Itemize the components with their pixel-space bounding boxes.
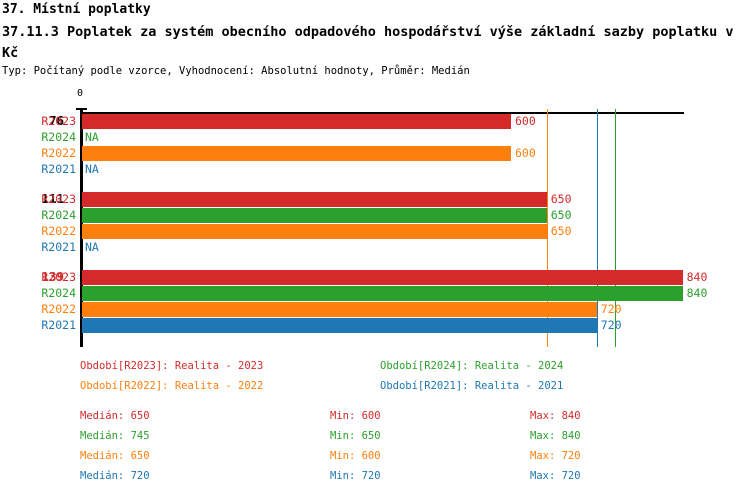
bar-value-label: 600 (515, 114, 536, 128)
chart-row[interactable]: R2021 NA (0, 161, 750, 177)
legend-item[interactable]: Období[R2022]: Realita - 2022 (80, 380, 264, 392)
stat-min-r2024: Min: 650 (330, 430, 381, 442)
chart-row[interactable]: R2021 720 (0, 317, 750, 333)
bar-r2023[interactable] (82, 192, 547, 207)
section-title: 37. Místní poplatky (2, 2, 151, 17)
chart-row[interactable]: R2023 840 (0, 269, 750, 285)
group-label-139: 139 (41, 269, 64, 284)
row-label-r2023: R2023 (41, 192, 76, 206)
bar-r2021[interactable] (82, 318, 597, 333)
reference-line-R2021-median (596, 109, 599, 347)
bar-r2023[interactable] (82, 270, 683, 285)
bar-r2022[interactable] (82, 146, 511, 161)
row-label-r2021: R2021 (41, 240, 76, 254)
row-label-r2022: R2022 (41, 302, 76, 316)
bar-chart: 0 76 R2023 600 R2024 NA R2022 600 R2021 NA 111 R20… (0, 88, 750, 358)
reference-line-R2022-median (546, 109, 549, 347)
group-label-111: 111 (41, 191, 64, 206)
legend-item[interactable]: Období[R2024]: Realita - 2024 (380, 360, 564, 372)
reference-line-R2024-median (614, 109, 617, 347)
chart-row[interactable]: R2022 720 (0, 301, 750, 317)
bar-value-label: 600 (515, 146, 536, 160)
stat-min-r2021: Min: 720 (330, 470, 381, 482)
bar-value-na: NA (85, 240, 99, 254)
chart-row[interactable]: R2023 600 (0, 113, 750, 129)
row-label-r2024: R2024 (41, 286, 76, 300)
row-label-r2024: R2024 (41, 130, 76, 144)
chart-top-rule (80, 112, 684, 114)
bar-r2024[interactable] (82, 286, 683, 301)
bar-r2023[interactable] (82, 114, 511, 129)
bar-value-label: 650 (550, 224, 572, 238)
chart-row[interactable]: R2022 650 (0, 223, 750, 239)
chart-row[interactable]: R2022 600 (0, 145, 750, 161)
row-label-r2021: R2021 (41, 162, 76, 176)
chart-row[interactable]: R2024 NA (0, 129, 750, 145)
chart-row[interactable]: R2024 650 (0, 207, 750, 223)
stat-max-r2023: Max: 840 (530, 410, 581, 422)
stat-max-r2022: Max: 720 (530, 450, 581, 462)
bar-r2022[interactable] (82, 302, 597, 317)
bar-value-label: 720 (600, 302, 622, 316)
bar-value-label: 840 (686, 286, 708, 300)
bar-value-label: 650 (550, 192, 572, 206)
bar-value-na: NA (85, 162, 99, 176)
legend-item[interactable]: Období[R2021]: Realita - 2021 (380, 380, 564, 392)
chart-row[interactable]: R2023 650 (0, 191, 750, 207)
axis-origin-label: 0 (77, 88, 84, 99)
stat-min-r2022: Min: 600 (330, 450, 381, 462)
legend-item[interactable]: Období[R2023]: Realita - 2023 (80, 360, 264, 372)
bar-r2024[interactable] (82, 208, 547, 223)
stat-max-r2024: Max: 840 (530, 430, 581, 442)
bar-value-label: 650 (550, 208, 572, 222)
row-label-r2023: R2023 (41, 114, 76, 128)
stat-median-r2024: Medián: 745 (80, 430, 150, 442)
bar-value-label: 840 (686, 270, 708, 284)
row-label-r2024: R2024 (41, 208, 76, 222)
chart-row[interactable]: R2024 840 (0, 285, 750, 301)
bar-value-na: NA (85, 130, 99, 144)
stat-min-r2023: Min: 600 (330, 410, 381, 422)
bar-r2022[interactable] (82, 224, 547, 239)
stat-median-r2022: Medián: 650 (80, 450, 150, 462)
stat-median-r2023: Medián: 650 (80, 410, 150, 422)
page-title: 37.11.3 Poplatek za systém obecního odpa… (2, 24, 734, 61)
row-label-r2022: R2022 (41, 146, 76, 160)
row-label-r2021: R2021 (41, 318, 76, 332)
stat-max-r2021: Max: 720 (530, 470, 581, 482)
stat-median-r2021: Medián: 720 (80, 470, 150, 482)
group-label-76: 76 (48, 113, 64, 128)
chart-subtitle: Typ: Počítaný podle vzorce, Vyhodnocení:… (2, 65, 470, 77)
bar-value-label: 720 (600, 318, 622, 332)
chart-row[interactable]: R2021 NA (0, 239, 750, 255)
row-label-r2023: R2023 (41, 270, 76, 284)
row-label-r2022: R2022 (41, 224, 76, 238)
y-axis-line (80, 109, 83, 347)
